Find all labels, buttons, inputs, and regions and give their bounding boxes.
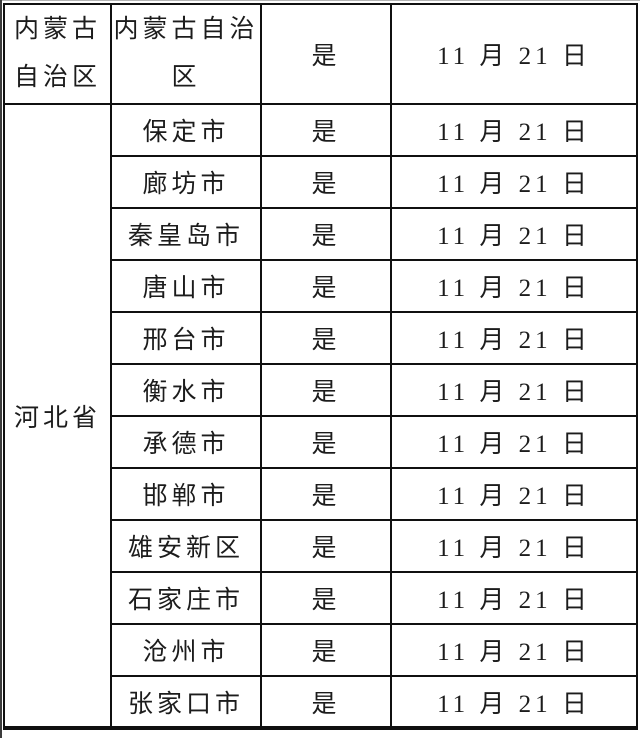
date-cell: 11 月 21 日	[390, 467, 638, 521]
date-cell: 11 月 21 日	[390, 207, 638, 261]
status-cell: 是	[260, 467, 392, 521]
date-cell: 11 月 21 日	[390, 571, 638, 625]
status-cell: 是	[260, 259, 392, 313]
city-cell: 邢台市	[110, 311, 262, 365]
status-cell: 是	[260, 519, 392, 573]
table-row: 河北省 保定市 是 11 月 21 日	[3, 103, 638, 729]
table-row-inner-mongolia: 内蒙古 自治区 内蒙古自治 区 是 11 月 21 日	[3, 3, 638, 105]
city-cell: 石家庄市	[110, 571, 262, 625]
status-cell: 是	[260, 155, 392, 209]
table-row: 秦皇岛市 是 11 月 21 日	[4, 207, 638, 261]
date-cell: 11 月 21 日	[390, 363, 638, 417]
status-cell: 是	[260, 103, 392, 157]
city-cell: 衡水市	[110, 363, 262, 417]
city-cell: 秦皇岛市	[110, 207, 262, 261]
city-cell: 沧州市	[110, 623, 262, 677]
status-cell: 是	[260, 415, 392, 469]
screenshot-edge-artifact-top	[0, 0, 640, 1]
status-cell: 是	[260, 363, 392, 417]
province-status-table: 内蒙古 自治区 内蒙古自治 区 是 11 月 21 日 河北省 保定市 是 11…	[3, 3, 638, 730]
table-row: 石家庄市 是 11 月 21 日	[4, 571, 638, 625]
status-cell: 是	[260, 3, 392, 105]
table-row: 唐山市 是 11 月 21 日	[4, 259, 638, 313]
table-row: 邯郸市 是 11 月 21 日	[4, 467, 638, 521]
status-cell: 是	[260, 311, 392, 365]
status-cell: 是	[260, 623, 392, 677]
date-cell: 11 月 21 日	[390, 259, 638, 313]
table-row: 雄安新区 是 11 月 21 日	[4, 519, 638, 573]
city-cell: 雄安新区	[110, 519, 262, 573]
screenshot-edge-artifact-left	[0, 0, 2, 738]
date-cell: 11 月 21 日	[390, 155, 638, 209]
table-row: 承德市 是 11 月 21 日	[4, 415, 638, 469]
status-cell: 是	[260, 571, 392, 625]
date-cell: 11 月 21 日	[390, 103, 638, 157]
table-row: 张家口市 是 11 月 21 日	[4, 675, 638, 729]
city-cell: 承德市	[110, 415, 262, 469]
date-cell: 11 月 21 日	[390, 623, 638, 677]
province-cell-hebei: 河北省	[3, 103, 112, 729]
date-cell: 11 月 21 日	[390, 311, 638, 365]
province-cell: 内蒙古 自治区	[3, 3, 112, 105]
table-row: 廊坊市 是 11 月 21 日	[4, 155, 638, 209]
table-row: 沧州市 是 11 月 21 日	[4, 623, 638, 677]
date-cell: 11 月 21 日	[390, 519, 638, 573]
city-cell: 唐山市	[110, 259, 262, 313]
city-cell: 保定市	[110, 103, 262, 157]
date-cell: 11 月 21 日	[390, 3, 638, 105]
table-row: 邢台市 是 11 月 21 日	[4, 311, 638, 365]
region-cell: 内蒙古自治 区	[110, 3, 262, 105]
date-cell: 11 月 21 日	[390, 675, 638, 729]
table-row: 衡水市 是 11 月 21 日	[4, 363, 638, 417]
city-cell: 廊坊市	[110, 155, 262, 209]
status-cell: 是	[260, 675, 392, 729]
date-cell: 11 月 21 日	[390, 415, 638, 469]
status-cell: 是	[260, 207, 392, 261]
city-cell: 张家口市	[110, 675, 262, 729]
city-cell: 邯郸市	[110, 467, 262, 521]
